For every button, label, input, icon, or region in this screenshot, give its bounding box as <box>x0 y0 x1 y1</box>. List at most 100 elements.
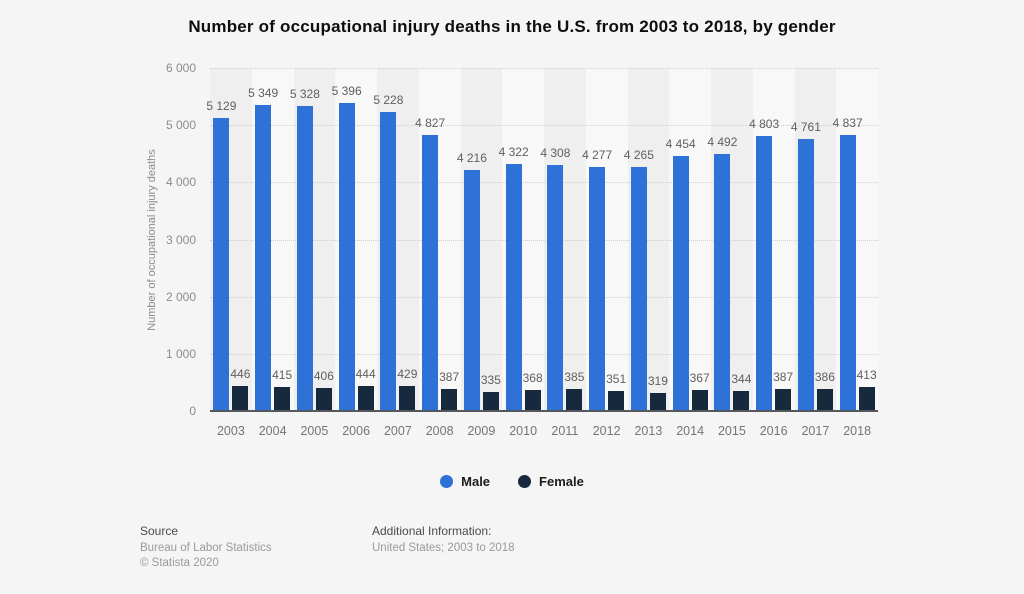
bar-male-2008 <box>422 135 439 411</box>
value-label-male-2006: 5 396 <box>331 83 362 98</box>
x-axis-label-2005: 2005 <box>300 424 329 438</box>
value-label-male-2014: 4 454 <box>665 137 696 152</box>
value-label-female-2018: 413 <box>856 368 877 383</box>
bar-male-2007 <box>380 112 397 411</box>
value-label-female-2009: 335 <box>480 372 501 387</box>
value-label-male-2007: 5 228 <box>373 93 404 108</box>
copyright: © Statista 2020 <box>140 556 219 569</box>
y-tick-label-2000: 2 000 <box>165 289 196 304</box>
chart-title: Number of occupational injury deaths in … <box>188 17 836 36</box>
legend: Male Female <box>0 474 1024 489</box>
category-column-2014: 4 454 367 2014 <box>666 68 711 438</box>
bar-female-2016 <box>775 388 792 411</box>
male-legend-label: Male <box>461 474 491 489</box>
bar-male-2004 <box>255 105 272 411</box>
bar-female-2015 <box>733 391 750 411</box>
value-label-male-2011: 4 308 <box>540 145 571 160</box>
bar-female-2018 <box>858 387 875 411</box>
gridline-4000 <box>210 182 878 184</box>
y-tick-label-0: 0 <box>189 404 196 418</box>
x-axis-label-2006: 2006 <box>342 424 371 438</box>
value-label-female-2008: 387 <box>439 369 460 384</box>
value-label-male-2013: 4 265 <box>623 148 654 163</box>
bar-female-2004 <box>274 387 291 411</box>
bar-female-2007 <box>399 386 416 411</box>
source-heading: Source <box>140 524 179 538</box>
source-name: Bureau of Labor Statistics <box>140 542 272 554</box>
value-label-female-2007: 429 <box>397 367 418 382</box>
value-label-male-2010: 4 322 <box>498 144 529 159</box>
value-label-male-2015: 4 492 <box>707 135 738 150</box>
bar-female-2012 <box>608 390 625 411</box>
legend-item-female: Female <box>518 474 584 489</box>
bar-male-2013 <box>630 167 647 411</box>
bar-female-2003 <box>232 385 249 411</box>
bar-female-2017 <box>816 388 833 411</box>
gridline-1000 <box>210 353 878 355</box>
bar-female-2014 <box>691 390 708 411</box>
value-label-female-2011: 385 <box>564 370 585 384</box>
gridline-6000 <box>210 68 878 69</box>
x-axis-label-2018: 2018 <box>843 424 872 438</box>
x-axis-label-2010: 2010 <box>509 424 538 438</box>
x-axis-label-2009: 2009 <box>467 424 496 438</box>
gridline-3000 <box>210 239 878 241</box>
value-label-male-2004: 5 349 <box>248 86 279 101</box>
additional-info-heading: Additional Information: <box>372 524 492 538</box>
value-label-female-2012: 351 <box>606 371 627 386</box>
x-axis-label-2003: 2003 <box>216 424 245 438</box>
value-label-female-2004: 415 <box>272 368 293 383</box>
y-tick-label-4000: 4 000 <box>165 175 196 190</box>
value-label-female-2015: 344 <box>731 372 752 387</box>
value-label-male-2005: 5 328 <box>289 87 320 102</box>
value-label-female-2017: 386 <box>814 369 835 384</box>
bar-male-2003 <box>213 117 230 411</box>
x-axis-label-2004: 2004 <box>258 424 287 438</box>
value-label-male-2008: 4 827 <box>415 116 446 131</box>
bar-male-2017 <box>797 138 814 411</box>
bar-male-2009 <box>463 170 480 411</box>
bar-female-2009 <box>482 391 499 411</box>
x-axis-label-2014: 2014 <box>676 424 705 438</box>
x-axis-label-2008: 2008 <box>425 424 454 438</box>
value-label-female-2010: 368 <box>522 370 543 385</box>
value-label-female-2005: 406 <box>313 368 334 383</box>
x-axis-baseline <box>210 410 878 412</box>
bar-male-2016 <box>756 136 773 411</box>
gridline-2000 <box>210 296 878 298</box>
bar-female-2011 <box>566 389 583 411</box>
value-label-female-2016: 387 <box>773 369 794 384</box>
additional-info-block: Additional Information: United States; 2… <box>372 524 515 556</box>
x-axis-label-2017: 2017 <box>801 424 830 438</box>
y-tick-label-6000: 6 000 <box>165 61 196 75</box>
value-label-female-2014: 367 <box>689 371 710 386</box>
x-axis-label-2013: 2013 <box>634 424 663 438</box>
plot-area: 5 129 446 2003 5 349 415 2004 5 328 406 2005 5 39… <box>206 68 878 438</box>
male-legend-swatch <box>440 475 454 488</box>
bar-male-2005 <box>296 106 313 411</box>
bar-female-2006 <box>357 385 374 411</box>
value-label-male-2016: 4 803 <box>749 117 780 132</box>
female-legend-label: Female <box>539 474 584 489</box>
value-label-male-2017: 4 761 <box>790 119 821 134</box>
y-tick-label-3000: 3 000 <box>165 232 196 247</box>
bar-male-2010 <box>505 163 522 411</box>
female-legend-swatch <box>518 475 532 488</box>
bar-female-2010 <box>524 389 541 411</box>
x-axis-label-2007: 2007 <box>383 424 412 438</box>
bar-male-2012 <box>589 166 606 411</box>
bar-female-2008 <box>441 388 458 411</box>
x-axis-label-2011: 2011 <box>551 424 579 438</box>
value-label-female-2003: 446 <box>230 366 251 381</box>
legend-item-male: Male <box>440 474 490 489</box>
bar-male-2006 <box>338 102 355 411</box>
value-label-male-2003: 5 129 <box>206 98 237 113</box>
y-tick-label-5000: 5 000 <box>165 118 196 133</box>
bar-male-2014 <box>672 156 689 411</box>
value-label-female-2013: 319 <box>647 373 668 388</box>
bar-female-2005 <box>315 387 332 411</box>
bar-male-2011 <box>547 164 564 411</box>
bar-female-2013 <box>649 392 666 411</box>
gridline-5000 <box>210 125 878 127</box>
